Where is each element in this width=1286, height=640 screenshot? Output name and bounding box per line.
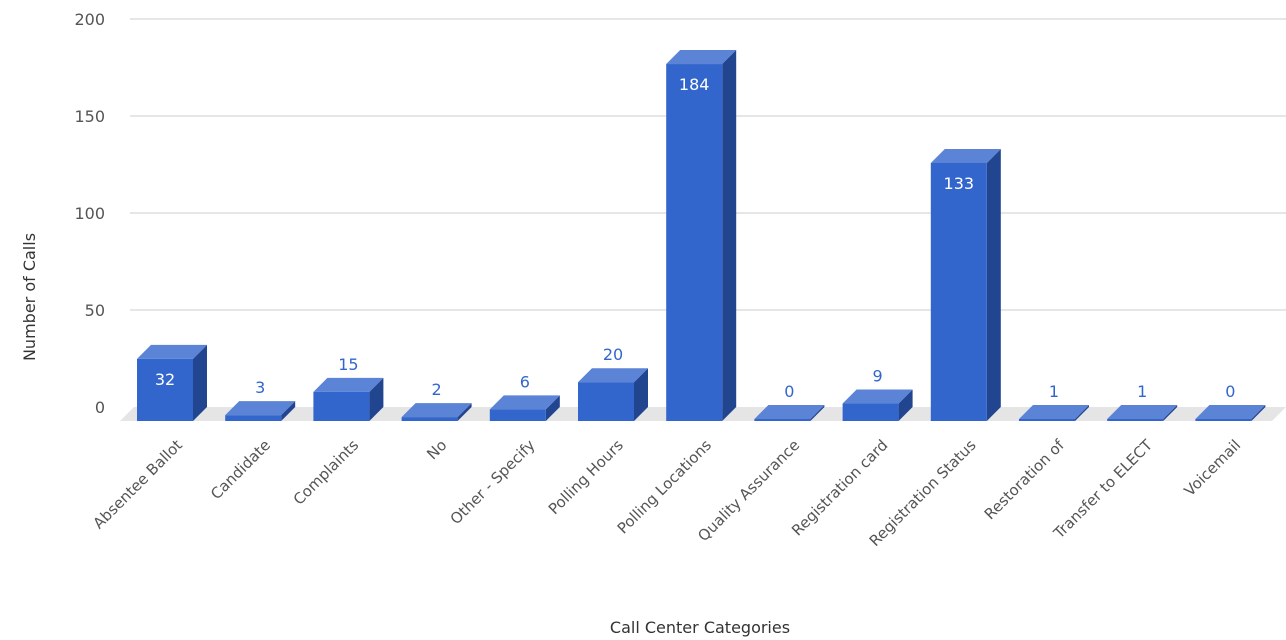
bar-front bbox=[666, 64, 723, 421]
bar-top bbox=[666, 50, 737, 65]
data-label: 9 bbox=[873, 367, 883, 386]
bar bbox=[489, 395, 560, 421]
data-label: 6 bbox=[520, 372, 530, 391]
data-label: 32 bbox=[155, 370, 175, 389]
bar-side bbox=[1251, 405, 1266, 421]
bar-top bbox=[578, 368, 648, 383]
bar-front bbox=[489, 409, 546, 421]
y-tick-label: 200 bbox=[74, 10, 105, 29]
bar-side bbox=[1163, 405, 1178, 421]
y-axis-title: Number of Calls bbox=[20, 233, 39, 361]
data-label: 1 bbox=[1137, 382, 1147, 401]
bar-side bbox=[898, 389, 913, 421]
bar-top bbox=[1107, 405, 1178, 419]
x-category-label: Absentee Ballot bbox=[89, 436, 185, 532]
bar-front bbox=[1107, 419, 1164, 421]
bar-side bbox=[545, 395, 560, 421]
bar bbox=[401, 403, 472, 421]
x-category-label: Voicemail bbox=[1181, 436, 1245, 500]
data-label: 2 bbox=[432, 380, 442, 399]
x-category-label: Restoration of bbox=[981, 436, 1069, 524]
bar bbox=[578, 368, 648, 421]
bar-front bbox=[1019, 419, 1075, 421]
bar-top bbox=[754, 405, 825, 419]
data-label: 3 bbox=[255, 378, 265, 397]
bar-top bbox=[401, 403, 472, 418]
bar-side bbox=[457, 403, 472, 421]
bar bbox=[313, 377, 384, 421]
bar-top bbox=[137, 344, 207, 359]
bar bbox=[1019, 405, 1089, 421]
data-label: 15 bbox=[338, 355, 358, 374]
bar-front bbox=[930, 162, 987, 422]
bar-top bbox=[1019, 405, 1089, 419]
bar bbox=[225, 401, 296, 421]
bar-top bbox=[313, 377, 384, 392]
bar-front bbox=[137, 358, 193, 421]
bar-side bbox=[193, 344, 207, 421]
bar-top bbox=[489, 395, 560, 410]
bar-side bbox=[634, 368, 648, 421]
bar bbox=[1107, 405, 1178, 421]
data-label: 133 bbox=[944, 174, 975, 193]
bar-top bbox=[930, 148, 1001, 163]
data-label: 20 bbox=[603, 345, 623, 364]
data-labels: 32 3 15 2 6 20 184 0 9 133 1 1 0 bbox=[155, 75, 1236, 401]
bar-side bbox=[810, 405, 825, 421]
bar-front bbox=[401, 417, 458, 421]
x-category-label: Candidate bbox=[207, 436, 274, 503]
bar-side bbox=[722, 50, 737, 421]
y-axis-ticks: 0 50 100 150 200 bbox=[74, 10, 105, 417]
x-axis-title: Call Center Categories bbox=[610, 618, 790, 637]
x-category-label: Transfer to ELECT bbox=[1049, 436, 1156, 543]
bar-front bbox=[578, 382, 634, 421]
bar-front bbox=[1195, 419, 1252, 421]
x-category-label: No bbox=[423, 436, 450, 463]
x-category-label: Other - Specify bbox=[447, 436, 539, 528]
bar-top bbox=[225, 401, 296, 416]
y-tick-label: 100 bbox=[74, 204, 105, 223]
data-label: 184 bbox=[679, 75, 710, 94]
y-tick-label: 0 bbox=[95, 398, 105, 417]
bar-front bbox=[313, 391, 370, 421]
data-label: 1 bbox=[1049, 382, 1059, 401]
x-category-label: Complaints bbox=[290, 436, 363, 509]
bar-side bbox=[986, 148, 1001, 422]
bar-front bbox=[225, 415, 282, 421]
x-category-label: Polling Locations bbox=[614, 436, 715, 537]
bar bbox=[754, 405, 825, 421]
bar-side bbox=[369, 377, 384, 421]
data-label: 0 bbox=[1225, 382, 1235, 401]
y-tick-label: 50 bbox=[85, 301, 105, 320]
data-label: 0 bbox=[784, 382, 794, 401]
bar bbox=[1195, 405, 1266, 421]
x-category-label: Polling Hours bbox=[545, 436, 627, 518]
bar bbox=[930, 148, 1001, 422]
bars bbox=[137, 50, 1266, 422]
bar-front bbox=[842, 403, 899, 421]
bar-front bbox=[754, 419, 811, 421]
x-category-label: Registration card bbox=[788, 436, 891, 539]
bar-side bbox=[1075, 405, 1089, 421]
bar bbox=[842, 389, 913, 421]
bar-top bbox=[1195, 405, 1266, 419]
bar-top bbox=[842, 389, 913, 404]
x-axis-categories: Absentee Ballot Candidate Complaints NoOthe… bbox=[89, 436, 1244, 550]
y-tick-label: 150 bbox=[74, 107, 105, 126]
bar bbox=[666, 50, 737, 421]
bar-side bbox=[281, 401, 296, 421]
bar bbox=[137, 344, 207, 421]
